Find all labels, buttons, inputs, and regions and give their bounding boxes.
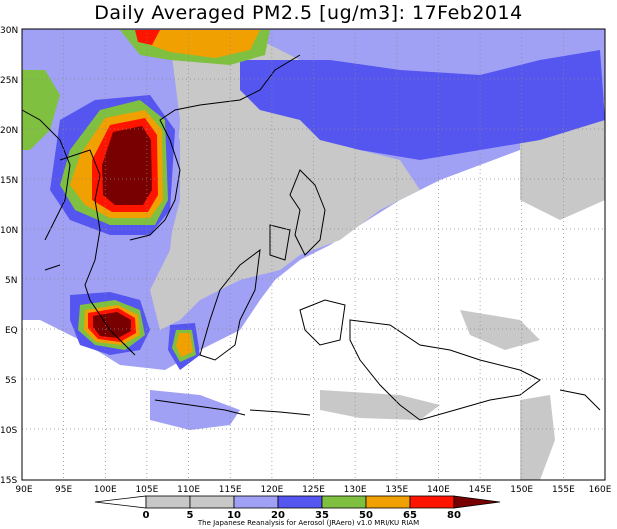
lon-label: 145E (469, 485, 492, 495)
lon-label: 115E (219, 485, 242, 495)
colorbar-arrow-left (94, 495, 147, 509)
colorbar-label: 35 (315, 510, 329, 521)
colorbar-swatch (233, 495, 279, 509)
colorbar-swatch (409, 495, 455, 509)
lon-label: 90E (15, 485, 32, 495)
lon-label: 95E (55, 485, 72, 495)
lon-label: 120E (260, 485, 283, 495)
colorbar-swatch (189, 495, 235, 509)
lon-label: 150E (510, 485, 533, 495)
colorbar-label: 80 (447, 510, 461, 521)
coastlines (21, 54, 601, 421)
lon-label: 155E (552, 485, 575, 495)
lat-label: 30N (0, 26, 18, 36)
lat-label: 15N (0, 176, 18, 186)
colorbar-swatch (365, 495, 411, 509)
colorbar-label: 65 (403, 510, 417, 521)
lat-label: EQ (5, 326, 18, 336)
lat-label: 5S (5, 376, 17, 386)
colorbar: 0 5 10 20 35 50 65 80 (94, 495, 501, 521)
lat-label: 5N (5, 276, 17, 286)
longitude-labels: 90E 95E 100E 105E 110E 115E 120E 125E 13… (15, 485, 611, 495)
latitude-labels: 30N 25N 20N 15N 10N 5N EQ 5S 10S 15S (0, 26, 18, 486)
colorbar-label: 20 (271, 510, 285, 521)
credit-line: The Japanese Reanalysis for Aerosol (JRA… (197, 519, 420, 527)
lon-label: 125E (302, 485, 325, 495)
lat-label: 15S (0, 476, 17, 486)
lon-label: 100E (94, 485, 117, 495)
colorbar-swatch (321, 495, 367, 509)
colorbar-swatch (145, 495, 191, 509)
lat-label: 25N (0, 76, 18, 86)
colorbar-label: 10 (227, 510, 241, 521)
map-frame (21, 28, 606, 481)
lon-label: 160E (589, 485, 612, 495)
lat-label: 20N (0, 126, 18, 136)
lon-label: 130E (344, 485, 367, 495)
colorbar-arrow-right (453, 495, 501, 509)
map-title: Daily Averaged PM2.5 [ug/m3]: 17Feb2014 (94, 2, 523, 24)
colorbar-label: 5 (187, 510, 194, 521)
lon-label: 110E (177, 485, 200, 495)
lon-label: 135E (385, 485, 408, 495)
colorbar-swatch (277, 495, 323, 509)
lon-label: 105E (135, 485, 158, 495)
colorbar-label: 0 (143, 510, 150, 521)
lat-label: 10N (0, 226, 18, 236)
lat-label: 10S (0, 426, 17, 436)
colorbar-label: 50 (359, 510, 373, 521)
lon-label: 140E (427, 485, 450, 495)
